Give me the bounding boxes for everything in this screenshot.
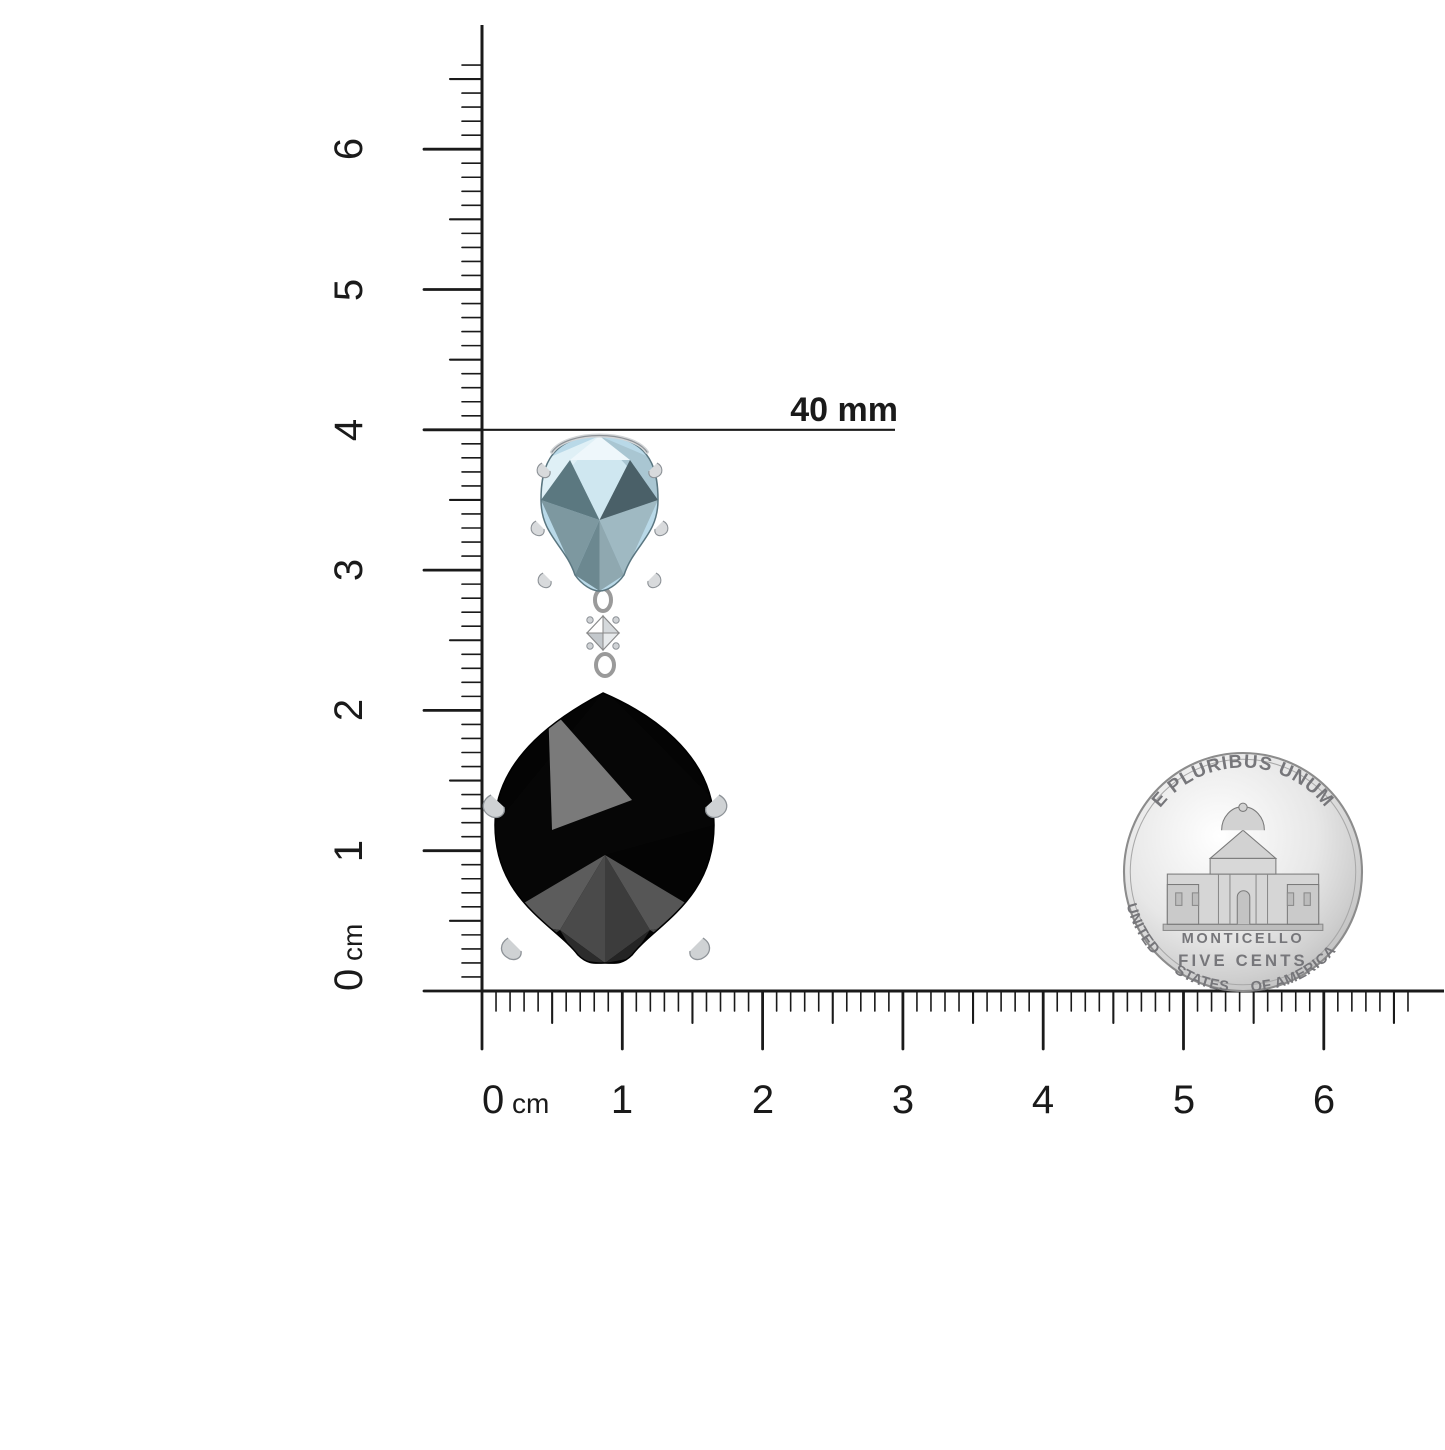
svg-text:FIVE CENTS: FIVE CENTS [1178, 951, 1308, 970]
svg-text:40 mm: 40 mm [790, 391, 898, 429]
svg-text:5: 5 [327, 279, 371, 301]
svg-text:6: 6 [1313, 1078, 1335, 1122]
svg-text:2: 2 [327, 699, 371, 721]
svg-text:5: 5 [1173, 1078, 1195, 1122]
svg-text:4: 4 [327, 419, 371, 441]
svg-text:3: 3 [327, 559, 371, 581]
svg-text:1: 1 [327, 840, 371, 862]
svg-text:6: 6 [327, 138, 371, 160]
svg-text:MONTICELLO: MONTICELLO [1182, 931, 1305, 947]
svg-text:1: 1 [611, 1078, 633, 1122]
svg-text:2: 2 [752, 1078, 774, 1122]
svg-text:4: 4 [1032, 1078, 1054, 1122]
svg-text:3: 3 [892, 1078, 914, 1122]
